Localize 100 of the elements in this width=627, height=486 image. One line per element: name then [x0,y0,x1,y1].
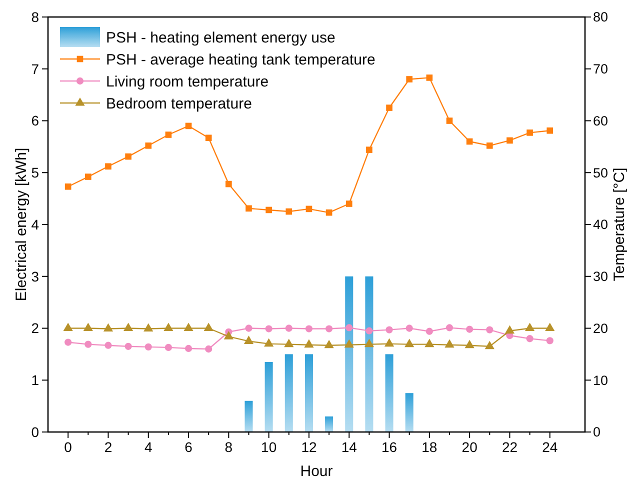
point [366,327,373,334]
y2-tick-label: 70 [593,62,608,77]
bar [385,354,394,432]
point [64,338,72,346]
point [246,205,252,212]
x-tick-label: 24 [542,439,558,455]
point [426,328,433,335]
legend-label: PSH - average heating tank temperature [106,51,376,68]
point [384,338,394,347]
point [526,130,533,136]
point [426,74,433,81]
bar [284,354,293,432]
point [546,337,554,344]
point [466,326,474,333]
x-tick-label: 10 [261,439,277,455]
x-axis-title: Hour [300,463,333,480]
point [304,339,314,348]
point [545,322,555,332]
point [346,200,352,207]
x-tick-label: 18 [422,439,438,455]
point [224,331,234,340]
point [284,338,294,348]
point [145,142,152,149]
y-tick-label: 0 [31,424,40,440]
y2-tick-label: 80 [593,10,608,25]
y-tick-label: 6 [31,112,40,129]
point [123,322,134,332]
bar [304,354,313,432]
point [184,344,192,352]
bar [244,400,253,432]
point [466,138,473,145]
point [366,146,372,153]
x-tick-label: 16 [381,439,398,455]
point [364,338,374,348]
point [244,336,254,344]
point [324,340,334,348]
y2-tick-label: 20 [593,320,608,336]
legend-label: Bedroom temperature [106,95,252,112]
point [144,343,152,350]
point [105,163,112,170]
point [326,209,332,216]
x-tick-label: 0 [64,439,72,455]
point [204,322,214,332]
x-tick-label: 12 [301,439,317,455]
point [245,324,252,332]
bar [365,276,374,432]
x-tick-label: 8 [224,439,233,455]
point [285,324,292,332]
point [344,339,354,348]
point [444,339,454,348]
y-tick-label: 7 [31,60,40,77]
y2-tick-label: 30 [593,269,608,284]
point [424,338,434,348]
point [484,340,494,350]
point [84,174,92,180]
y2-tick-label: 0 [593,424,601,440]
x-tick-label: 2 [104,439,112,455]
point [406,324,413,332]
bar [264,362,273,432]
point [325,325,333,332]
point [506,137,513,144]
point [526,335,534,342]
point [265,325,272,332]
bar [325,416,334,432]
point [226,180,232,188]
point [386,326,393,334]
y-tick-label: 4 [31,216,40,232]
point [205,345,212,353]
point [104,342,112,349]
point [504,325,515,334]
point [124,342,132,350]
y2-tick-label: 60 [593,113,608,128]
y2-axis-title: Temperature [°C] [611,168,627,282]
x-tick-label: 6 [184,439,193,455]
point [184,322,194,332]
point [524,322,535,332]
point [125,153,132,160]
point [164,322,174,332]
y-tick-label: 8 [31,8,40,25]
point [63,322,73,332]
y2-tick-label: 40 [593,217,608,232]
y2-tick-label: 50 [593,165,608,180]
point [486,326,494,334]
point [305,325,313,332]
y2-tick-label: 10 [593,372,608,388]
point [185,122,192,130]
point [103,323,114,332]
x-tick-label: 14 [341,439,358,455]
point [406,76,413,82]
point [266,206,272,214]
point [205,134,212,142]
point [64,183,72,190]
point [165,132,172,138]
point [446,118,453,124]
bar [345,276,354,432]
point [464,340,474,348]
point [83,322,93,332]
point [446,324,454,332]
bar [405,393,414,432]
x-tick-label: 22 [502,439,518,455]
